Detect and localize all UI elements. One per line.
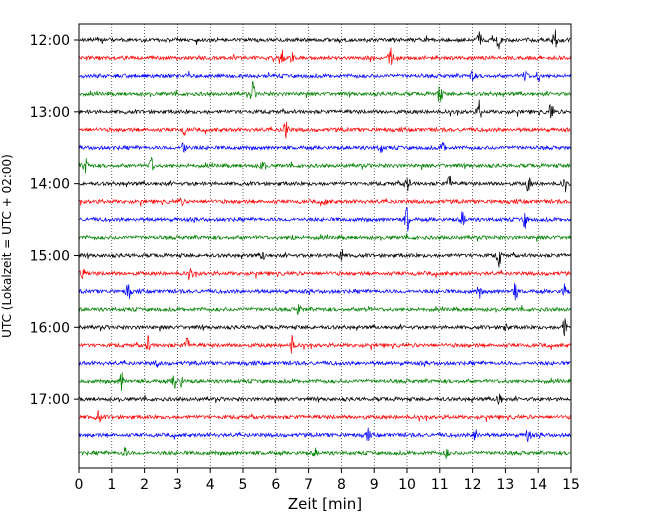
trace-1700 — [78, 393, 571, 405]
trace-1630 — [78, 359, 571, 368]
x-tick-label-1: 1 — [107, 477, 116, 493]
x-tick-label-14: 14 — [529, 477, 547, 493]
trace-1430 — [78, 207, 571, 232]
x-tick-label-7: 7 — [304, 477, 313, 493]
trace-1745 — [78, 447, 571, 460]
trace-1645 — [78, 372, 571, 392]
trace-1415 — [78, 197, 571, 207]
x-tick-label-0: 0 — [75, 477, 84, 493]
trace-1315 — [78, 121, 571, 139]
x-tick-label-11: 11 — [431, 477, 449, 493]
trace-1245 — [78, 81, 571, 103]
trace-1715 — [78, 410, 571, 423]
y-axis-ticks: 12:00 13:00 14:00 15:00 16:00 17:00 — [30, 33, 79, 408]
x-tick-label-12: 12 — [464, 477, 482, 493]
y-tick-label-1600: 16:00 — [30, 320, 70, 336]
seismic-traces — [78, 29, 571, 460]
x-tick-label-5: 5 — [239, 477, 248, 493]
x-tick-label-9: 9 — [370, 477, 379, 493]
x-tick-label-8: 8 — [337, 477, 346, 493]
x-tick-label-13: 13 — [496, 477, 514, 493]
x-tick-label-6: 6 — [271, 477, 280, 493]
trace-1400 — [78, 175, 571, 193]
trace-1215 — [78, 47, 571, 65]
x-tick-label-4: 4 — [206, 477, 215, 493]
x-tick-label-2: 2 — [140, 477, 149, 493]
trace-1515 — [78, 267, 571, 281]
x-axis-ticks: 0 1 2 3 4 5 6 7 8 9 10 11 12 13 14 15 — [75, 468, 580, 493]
plot-frame — [78, 23, 572, 469]
trace-1445 — [78, 233, 571, 242]
trace-1345 — [78, 156, 571, 174]
trace-1615 — [78, 334, 571, 354]
trace-1200 — [78, 29, 571, 50]
y-axis-label: UTC (Lokalzeit = UTC + 02:00) — [0, 154, 14, 338]
x-tick-label-10: 10 — [398, 477, 416, 493]
trace-1330 — [78, 142, 571, 154]
trace-1530 — [78, 283, 571, 301]
trace-1545 — [78, 304, 571, 316]
trace-1730 — [78, 427, 571, 442]
trace-1600 — [78, 318, 571, 337]
y-tick-label-1500: 15:00 — [30, 248, 70, 264]
trace-1230 — [78, 70, 571, 82]
x-axis-label: Zeit [min] — [288, 495, 362, 513]
y-tick-label-1200: 12:00 — [30, 33, 70, 49]
trace-1500 — [78, 249, 571, 268]
trace-1300 — [78, 99, 571, 119]
x-tick-label-3: 3 — [173, 477, 182, 493]
y-tick-label-1300: 13:00 — [30, 105, 70, 121]
y-tick-label-1700: 17:00 — [30, 392, 70, 408]
x-tick-label-15: 15 — [562, 477, 580, 493]
y-tick-label-1400: 14:00 — [30, 177, 70, 193]
